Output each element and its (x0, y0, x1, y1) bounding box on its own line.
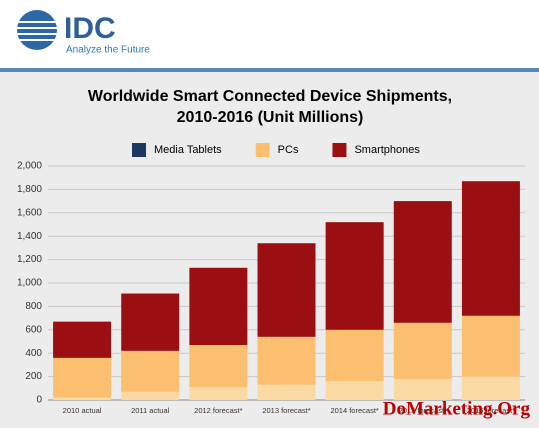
y-tick-label: 1,200 (17, 254, 42, 265)
bar-segment (461, 315, 520, 377)
y-tick-label: 1,600 (17, 207, 42, 218)
y-tick-label: 1,400 (17, 231, 42, 242)
bar-segment (393, 322, 452, 379)
bar-segment (325, 381, 384, 400)
bar-segment (461, 376, 520, 400)
logo-tagline: Analyze the Future (66, 45, 150, 56)
y-tick-label: 200 (25, 371, 42, 382)
y-tick-label: 600 (25, 324, 42, 335)
bar-segment (53, 357, 112, 398)
y-tick-label: 800 (25, 301, 42, 312)
y-tick-label: 1,000 (17, 278, 42, 289)
logo-text: IDC (64, 12, 116, 45)
bar-segment (393, 201, 452, 323)
bar-segment (257, 243, 316, 337)
logo-globe (17, 10, 57, 50)
bar-segment (257, 336, 316, 385)
bar-segment (393, 378, 452, 400)
chart-title: Worldwide Smart Connected Device Shipmen… (88, 88, 452, 105)
bar-segment (121, 293, 180, 351)
bar-segment (461, 181, 520, 316)
legend-label: Media Tablets (154, 144, 222, 156)
watermark: DoMarketing.Org (383, 398, 531, 419)
bar-segment (189, 267, 248, 346)
bar-segment (325, 329, 384, 382)
bar-segment (257, 384, 316, 400)
bar-segment (189, 387, 248, 400)
y-tick-label: 1,800 (17, 184, 42, 195)
y-tick-label: 0 (36, 395, 42, 406)
legend-swatch (255, 143, 270, 157)
bar-segment (325, 222, 384, 330)
legend-swatch (332, 143, 347, 157)
x-tick-label: 2011 actual (131, 406, 170, 415)
y-tick-label: 2,000 (17, 161, 42, 172)
legend-swatch (132, 143, 146, 157)
header-rule (0, 68, 539, 72)
bar-segment (121, 391, 180, 400)
x-tick-label: 2013 forecast* (262, 406, 310, 415)
legend-label: Smartphones (354, 144, 420, 156)
legend-label: PCs (278, 144, 299, 156)
bar-segment (189, 345, 248, 388)
header-band (0, 0, 539, 68)
bar-segment (53, 397, 112, 400)
x-tick-label: 2014 forecast* (330, 406, 378, 415)
bar-segment (121, 350, 180, 392)
x-tick-label: 2012 forecast* (194, 406, 242, 415)
x-tick-label: 2016 forecast* (467, 406, 515, 415)
logo-lines (17, 21, 57, 41)
y-tick-label: 400 (25, 348, 42, 359)
bar-segment (53, 321, 112, 358)
x-tick-label: 2015 forecast* (399, 406, 447, 415)
chart-subtitle: 2010-2016 (Unit Millions) (177, 109, 364, 126)
x-tick-label: 2010 actual (63, 406, 102, 415)
